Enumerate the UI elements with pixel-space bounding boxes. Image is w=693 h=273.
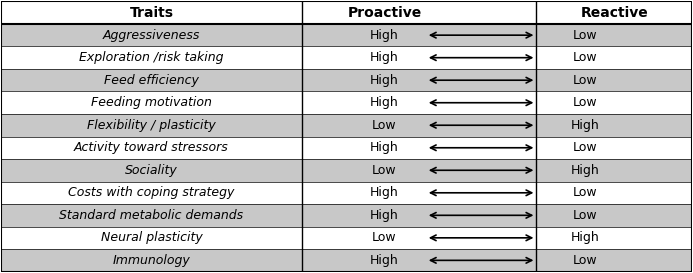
Text: Costs with coping strategy: Costs with coping strategy: [69, 186, 235, 199]
FancyBboxPatch shape: [1, 249, 692, 272]
FancyBboxPatch shape: [1, 227, 692, 249]
Text: Low: Low: [572, 141, 597, 154]
Text: High: High: [370, 51, 399, 64]
Text: Feed efficiency: Feed efficiency: [104, 74, 199, 87]
Text: Low: Low: [372, 119, 397, 132]
Text: High: High: [370, 96, 399, 109]
Text: Low: Low: [572, 29, 597, 42]
Text: Low: Low: [372, 231, 397, 244]
Text: Exploration /risk taking: Exploration /risk taking: [79, 51, 224, 64]
FancyBboxPatch shape: [1, 69, 692, 91]
Text: High: High: [370, 209, 399, 222]
Text: Immunology: Immunology: [113, 254, 191, 267]
Text: High: High: [570, 231, 599, 244]
Text: Low: Low: [372, 164, 397, 177]
FancyBboxPatch shape: [1, 91, 692, 114]
Text: Low: Low: [572, 209, 597, 222]
Text: High: High: [370, 141, 399, 154]
Text: Low: Low: [572, 254, 597, 267]
Text: High: High: [570, 164, 599, 177]
Text: Standard metabolic demands: Standard metabolic demands: [60, 209, 243, 222]
Text: Neural plasticity: Neural plasticity: [100, 231, 202, 244]
FancyBboxPatch shape: [1, 159, 692, 182]
FancyBboxPatch shape: [1, 46, 692, 69]
Text: High: High: [370, 254, 399, 267]
Text: High: High: [370, 186, 399, 199]
Text: Low: Low: [572, 186, 597, 199]
Text: Low: Low: [572, 74, 597, 87]
Text: Flexibility / plasticity: Flexibility / plasticity: [87, 119, 216, 132]
FancyBboxPatch shape: [1, 24, 692, 46]
Text: High: High: [570, 119, 599, 132]
Text: Sociality: Sociality: [125, 164, 178, 177]
Text: Low: Low: [572, 51, 597, 64]
Text: Low: Low: [572, 96, 597, 109]
Text: Proactive: Proactive: [347, 6, 421, 20]
FancyBboxPatch shape: [1, 114, 692, 136]
FancyBboxPatch shape: [1, 1, 692, 24]
Text: Aggressiveness: Aggressiveness: [103, 29, 200, 42]
Text: High: High: [370, 29, 399, 42]
Text: Feeding motivation: Feeding motivation: [91, 96, 212, 109]
Text: Activity toward stressors: Activity toward stressors: [74, 141, 229, 154]
Text: Traits: Traits: [130, 6, 173, 20]
FancyBboxPatch shape: [1, 204, 692, 227]
FancyBboxPatch shape: [1, 136, 692, 159]
Text: Reactive: Reactive: [581, 6, 648, 20]
Text: High: High: [370, 74, 399, 87]
FancyBboxPatch shape: [1, 182, 692, 204]
